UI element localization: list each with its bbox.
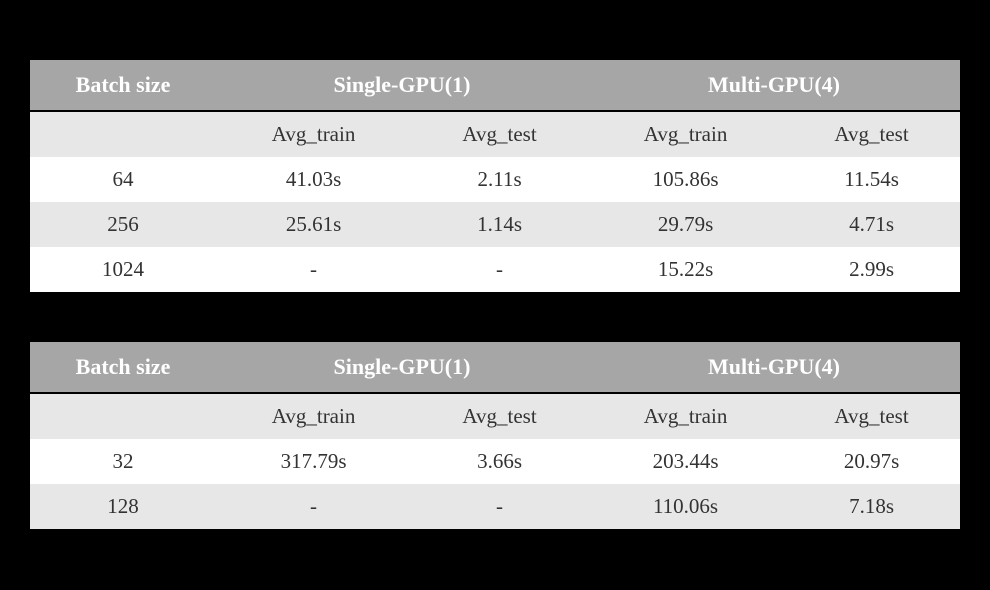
- benchmark-table-2: Batch size Single-GPU(1) Multi-GPU(4) Av…: [30, 342, 960, 531]
- header-row: Batch size Single-GPU(1) Multi-GPU(4): [30, 342, 960, 392]
- cell-batch-size: 32: [30, 439, 216, 484]
- subheader-multi-test: Avg_test: [783, 112, 960, 157]
- subheader-single-test: Avg_test: [411, 394, 588, 439]
- cell-multi-train: 105.86s: [588, 157, 783, 202]
- subheader-single-train: Avg_train: [216, 394, 411, 439]
- cell-multi-train: 29.79s: [588, 202, 783, 247]
- subheader-row: Avg_train Avg_test Avg_train Avg_test: [30, 112, 960, 157]
- table-row: 32 317.79s 3.66s 203.44s 20.97s: [30, 439, 960, 484]
- col-batch-size: Batch size: [30, 60, 216, 110]
- cell-single-train: -: [216, 484, 411, 529]
- subheader-multi-train: Avg_train: [588, 112, 783, 157]
- cell-single-train: 317.79s: [216, 439, 411, 484]
- table-row: 64 41.03s 2.11s 105.86s 11.54s: [30, 157, 960, 202]
- table-row: 1024 - - 15.22s 2.99s: [30, 247, 960, 292]
- col-multi-gpu: Multi-GPU(4): [588, 342, 960, 392]
- cell-single-test: 3.66s: [411, 439, 588, 484]
- table-row: 128 - - 110.06s 7.18s: [30, 484, 960, 529]
- subheader-multi-train: Avg_train: [588, 394, 783, 439]
- col-multi-gpu: Multi-GPU(4): [588, 60, 960, 110]
- cell-batch-size: 1024: [30, 247, 216, 292]
- benchmark-table-1: Batch size Single-GPU(1) Multi-GPU(4) Av…: [30, 60, 960, 294]
- cell-batch-size: 256: [30, 202, 216, 247]
- cell-single-test: 1.14s: [411, 202, 588, 247]
- subheader-empty: [30, 394, 216, 439]
- subheader-single-train: Avg_train: [216, 112, 411, 157]
- subheader-single-test: Avg_test: [411, 112, 588, 157]
- bottom-divider: [30, 529, 960, 531]
- cell-multi-test: 7.18s: [783, 484, 960, 529]
- col-single-gpu: Single-GPU(1): [216, 60, 588, 110]
- col-batch-size: Batch size: [30, 342, 216, 392]
- cell-multi-test: 2.99s: [783, 247, 960, 292]
- bottom-divider: [30, 292, 960, 294]
- cell-multi-test: 20.97s: [783, 439, 960, 484]
- table-row: 256 25.61s 1.14s 29.79s 4.71s: [30, 202, 960, 247]
- cell-single-test: -: [411, 247, 588, 292]
- cell-single-train: 25.61s: [216, 202, 411, 247]
- subheader-empty: [30, 112, 216, 157]
- cell-multi-test: 11.54s: [783, 157, 960, 202]
- cell-single-test: -: [411, 484, 588, 529]
- cell-multi-train: 110.06s: [588, 484, 783, 529]
- cell-multi-test: 4.71s: [783, 202, 960, 247]
- cell-batch-size: 64: [30, 157, 216, 202]
- cell-single-test: 2.11s: [411, 157, 588, 202]
- cell-multi-train: 15.22s: [588, 247, 783, 292]
- cell-single-train: -: [216, 247, 411, 292]
- header-row: Batch size Single-GPU(1) Multi-GPU(4): [30, 60, 960, 110]
- cell-batch-size: 128: [30, 484, 216, 529]
- subheader-multi-test: Avg_test: [783, 394, 960, 439]
- cell-multi-train: 203.44s: [588, 439, 783, 484]
- cell-single-train: 41.03s: [216, 157, 411, 202]
- col-single-gpu: Single-GPU(1): [216, 342, 588, 392]
- subheader-row: Avg_train Avg_test Avg_train Avg_test: [30, 394, 960, 439]
